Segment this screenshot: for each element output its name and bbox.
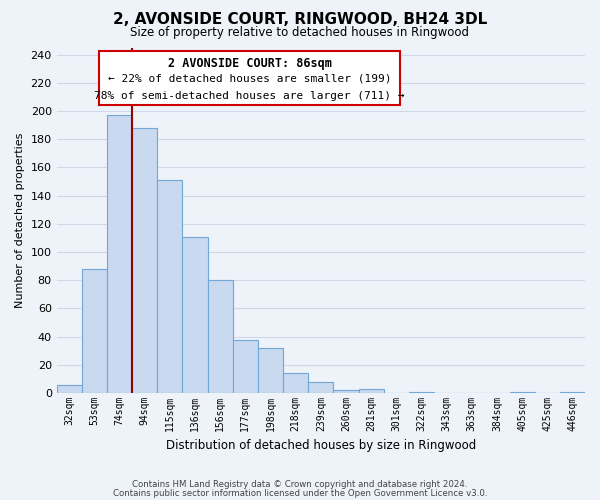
Bar: [233, 340, 258, 393]
Bar: [334, 390, 359, 393]
Bar: [283, 374, 308, 393]
Bar: [308, 382, 334, 393]
Bar: [208, 280, 233, 393]
X-axis label: Distribution of detached houses by size in Ringwood: Distribution of detached houses by size …: [166, 440, 476, 452]
Text: 2 AVONSIDE COURT: 86sqm: 2 AVONSIDE COURT: 86sqm: [167, 57, 331, 70]
Text: Size of property relative to detached houses in Ringwood: Size of property relative to detached ho…: [131, 26, 470, 39]
Text: Contains HM Land Registry data © Crown copyright and database right 2024.: Contains HM Land Registry data © Crown c…: [132, 480, 468, 489]
Y-axis label: Number of detached properties: Number of detached properties: [15, 132, 25, 308]
Bar: [82, 269, 107, 393]
Bar: [132, 128, 157, 393]
Bar: [560, 392, 585, 393]
Text: 2, AVONSIDE COURT, RINGWOOD, BH24 3DL: 2, AVONSIDE COURT, RINGWOOD, BH24 3DL: [113, 12, 487, 28]
Bar: [107, 115, 132, 393]
Bar: [182, 236, 208, 393]
Bar: [409, 392, 434, 393]
Bar: [258, 348, 283, 393]
Text: Contains public sector information licensed under the Open Government Licence v3: Contains public sector information licen…: [113, 490, 487, 498]
Bar: [359, 389, 384, 393]
Bar: [56, 384, 82, 393]
Text: ← 22% of detached houses are smaller (199): ← 22% of detached houses are smaller (19…: [108, 74, 391, 84]
Bar: [157, 180, 182, 393]
Text: 78% of semi-detached houses are larger (711) →: 78% of semi-detached houses are larger (…: [94, 90, 405, 101]
Bar: [509, 392, 535, 393]
FancyBboxPatch shape: [99, 51, 400, 104]
